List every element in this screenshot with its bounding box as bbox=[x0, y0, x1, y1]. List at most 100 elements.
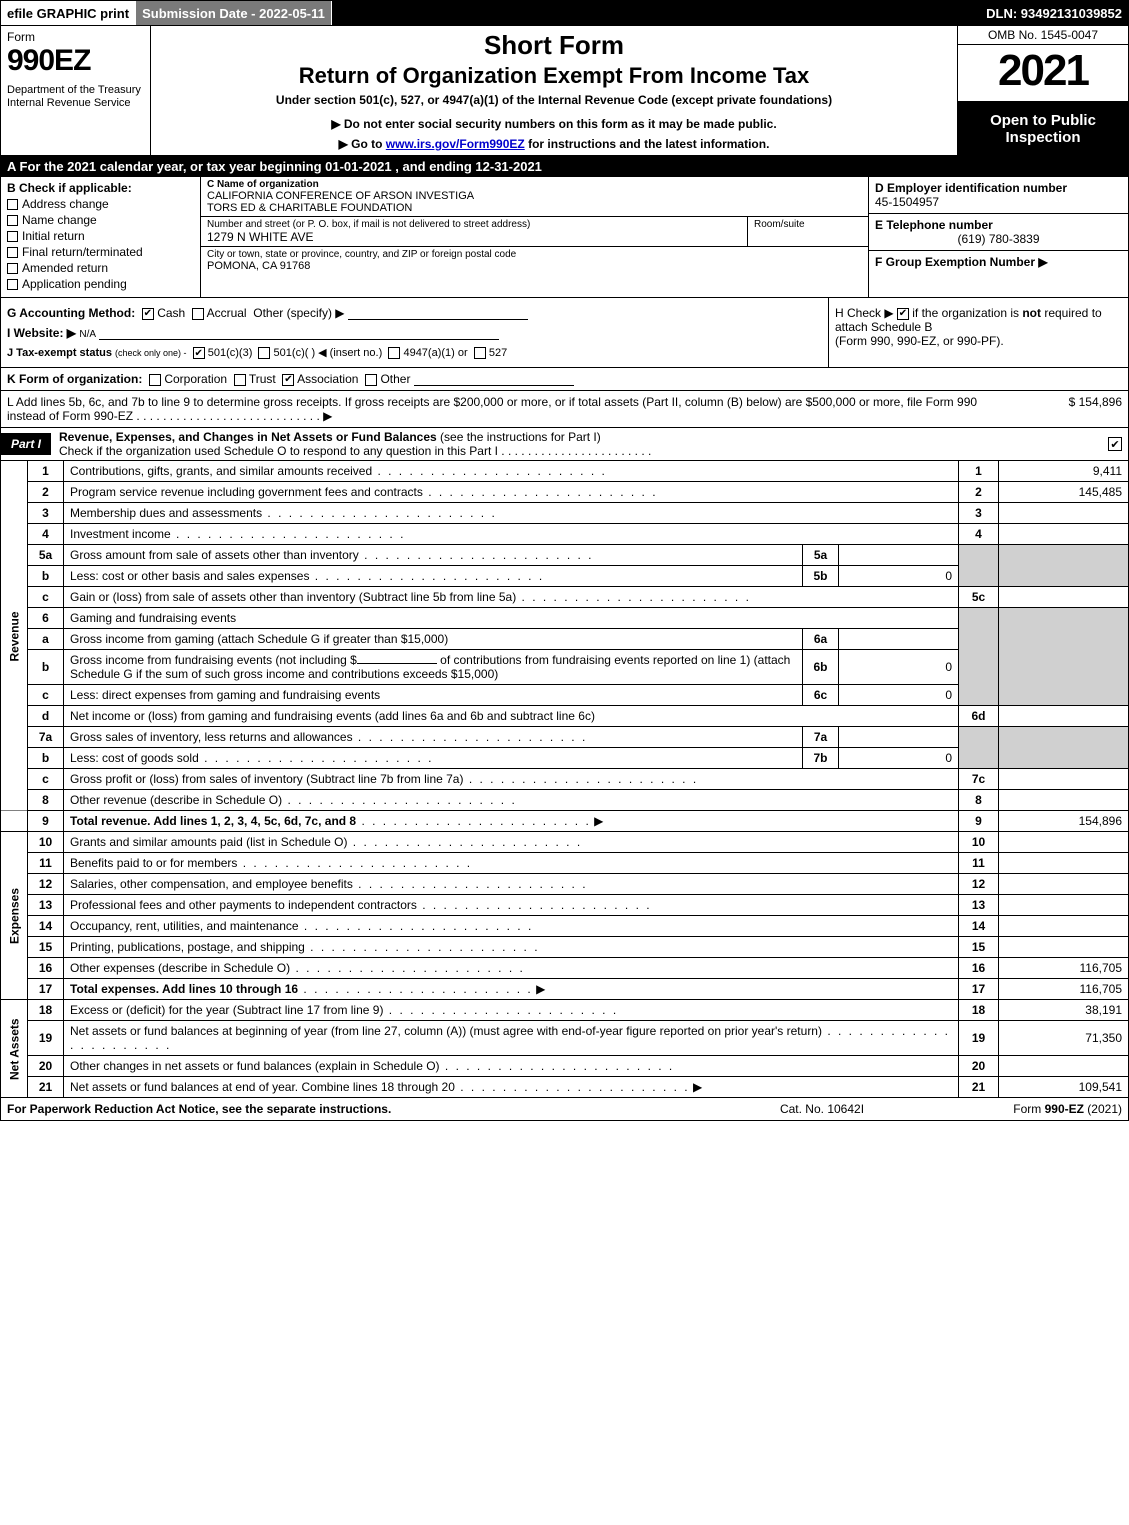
section-d: D Employer identification number 45-1504… bbox=[869, 177, 1128, 214]
line-12: 12 Salaries, other compensation, and emp… bbox=[1, 874, 1129, 895]
chk-association[interactable] bbox=[282, 374, 294, 386]
h-text1: H Check ▶ bbox=[835, 306, 897, 320]
street-value: 1279 N WHITE AVE bbox=[207, 230, 741, 244]
amt-20 bbox=[999, 1056, 1129, 1077]
chk-application-pending[interactable]: Application pending bbox=[7, 277, 194, 291]
lines-table: Revenue 1 Contributions, gifts, grants, … bbox=[0, 461, 1129, 1098]
chk-trust[interactable] bbox=[234, 374, 246, 386]
amt-13 bbox=[999, 895, 1129, 916]
street-row: Number and street (or P. O. box, if mail… bbox=[201, 217, 868, 247]
inner-6c: 0 bbox=[839, 685, 959, 706]
line-3: 3 Membership dues and assessments 3 bbox=[1, 503, 1129, 524]
chk-initial-return[interactable]: Initial return bbox=[7, 229, 194, 243]
phone-label: E Telephone number bbox=[875, 218, 1122, 232]
j-label: J Tax-exempt status bbox=[7, 347, 112, 359]
sub3-pre: ▶ Go to bbox=[339, 137, 386, 151]
chk-address-change[interactable]: Address change bbox=[7, 197, 194, 211]
chk-other-org[interactable] bbox=[365, 374, 377, 386]
amt-10 bbox=[999, 832, 1129, 853]
checkbox-icon bbox=[7, 231, 18, 242]
k-label: K Form of organization: bbox=[7, 372, 142, 386]
inner-6b: 0 bbox=[839, 650, 959, 685]
h-not: not bbox=[1022, 306, 1041, 320]
chk-schedule-o[interactable] bbox=[1108, 437, 1122, 451]
inner-7b: 0 bbox=[839, 748, 959, 769]
line-5c: c Gain or (loss) from sale of assets oth… bbox=[1, 587, 1129, 608]
line-5a: 5a Gross amount from sale of assets othe… bbox=[1, 545, 1129, 566]
revenue-side-label: Revenue bbox=[1, 461, 28, 811]
chk-corporation[interactable] bbox=[149, 374, 161, 386]
header-right: OMB No. 1545-0047 2021 Open to Public In… bbox=[958, 26, 1128, 155]
cat-number: Cat. No. 10642I bbox=[722, 1102, 922, 1116]
section-h: H Check ▶ if the organization is not req… bbox=[828, 298, 1128, 367]
chk-cash[interactable] bbox=[142, 308, 154, 320]
amt-14 bbox=[999, 916, 1129, 937]
line-6: 6 Gaming and fundraising events bbox=[1, 608, 1129, 629]
amt-7c bbox=[999, 769, 1129, 790]
chk-amended-return[interactable]: Amended return bbox=[7, 261, 194, 275]
short-form-title: Short Form bbox=[157, 30, 951, 61]
org-name-1: CALIFORNIA CONFERENCE OF ARSON INVESTIGA bbox=[207, 190, 862, 202]
section-j: J Tax-exempt status (check only one) - 5… bbox=[7, 346, 822, 359]
amt-21: 109,541 bbox=[999, 1077, 1129, 1098]
inner-5a bbox=[839, 545, 959, 566]
org-name-block: C Name of organization CALIFORNIA CONFER… bbox=[201, 177, 868, 217]
amt-12 bbox=[999, 874, 1129, 895]
chk-name-change[interactable]: Name change bbox=[7, 213, 194, 227]
section-g: G Accounting Method: Cash Accrual Other … bbox=[7, 306, 822, 320]
street-block: Number and street (or P. O. box, if mail… bbox=[201, 217, 748, 246]
chk-schedule-b[interactable] bbox=[897, 308, 909, 320]
info-grid: B Check if applicable: Address change Na… bbox=[0, 177, 1129, 298]
omb-number: OMB No. 1545-0047 bbox=[958, 26, 1128, 45]
instructions-link: ▶ Go to www.irs.gov/Form990EZ for instru… bbox=[157, 137, 951, 151]
line-7a: 7a Gross sales of inventory, less return… bbox=[1, 727, 1129, 748]
efile-graphic-print[interactable]: efile GRAPHIC print bbox=[1, 1, 136, 25]
amt-1: 9,411 bbox=[999, 461, 1129, 482]
chk-501c3[interactable] bbox=[193, 347, 205, 359]
netassets-side-label: Net Assets bbox=[1, 1000, 28, 1098]
main-title: Return of Organization Exempt From Incom… bbox=[157, 63, 951, 89]
chk-527[interactable] bbox=[474, 347, 486, 359]
paperwork-notice: For Paperwork Reduction Act Notice, see … bbox=[7, 1102, 722, 1116]
line-15: 15 Printing, publications, postage, and … bbox=[1, 937, 1129, 958]
chk-4947[interactable] bbox=[388, 347, 400, 359]
submission-date: Submission Date - 2022-05-11 bbox=[136, 1, 332, 25]
line-9: 9 Total revenue. Add lines 1, 2, 3, 4, 5… bbox=[1, 811, 1129, 832]
line-18: Net Assets 18 Excess or (deficit) for th… bbox=[1, 1000, 1129, 1021]
part-1-tag: Part I bbox=[1, 433, 51, 455]
form-label: Form bbox=[7, 30, 144, 44]
expenses-side-label: Expenses bbox=[1, 832, 28, 1000]
chk-501c[interactable] bbox=[258, 347, 270, 359]
i-label: I Website: ▶ bbox=[7, 326, 76, 340]
g-label: G Accounting Method: bbox=[7, 306, 135, 320]
irs-link[interactable]: www.irs.gov/Form990EZ bbox=[386, 137, 525, 151]
amt-8 bbox=[999, 790, 1129, 811]
amt-19: 71,350 bbox=[999, 1021, 1129, 1056]
part-1-desc: Revenue, Expenses, and Changes in Net As… bbox=[51, 428, 1108, 460]
chk-accrual[interactable] bbox=[192, 308, 204, 320]
website-value: N/A bbox=[79, 329, 96, 340]
tax-year: 2021 bbox=[958, 45, 1128, 102]
phone-value: (619) 780-3839 bbox=[875, 232, 1122, 246]
line-16: 16 Other expenses (describe in Schedule … bbox=[1, 958, 1129, 979]
h-text2: if the organization is bbox=[912, 306, 1022, 320]
sub3-post: for instructions and the latest informat… bbox=[525, 137, 770, 151]
line-14: 14 Occupancy, rent, utilities, and maint… bbox=[1, 916, 1129, 937]
amt-17: 116,705 bbox=[999, 979, 1129, 1000]
room-block: Room/suite bbox=[748, 217, 868, 246]
ein-label: D Employer identification number bbox=[875, 181, 1122, 195]
section-k: K Form of organization: Corporation Trus… bbox=[0, 368, 1129, 391]
chk-final-return[interactable]: Final return/terminated bbox=[7, 245, 194, 259]
line-8: 8 Other revenue (describe in Schedule O)… bbox=[1, 790, 1129, 811]
line-20: 20 Other changes in net assets or fund b… bbox=[1, 1056, 1129, 1077]
group-exemption-label: F Group Exemption Number ▶ bbox=[875, 255, 1048, 269]
amt-15 bbox=[999, 937, 1129, 958]
section-f: F Group Exemption Number ▶ bbox=[869, 251, 1128, 297]
ein-value: 45-1504957 bbox=[875, 195, 1122, 209]
info-right: D Employer identification number 45-1504… bbox=[868, 177, 1128, 297]
form-number: 990EZ bbox=[7, 44, 144, 78]
line-21: 21 Net assets or fund balances at end of… bbox=[1, 1077, 1129, 1098]
amt-4 bbox=[999, 524, 1129, 545]
line-1: Revenue 1 Contributions, gifts, grants, … bbox=[1, 461, 1129, 482]
checkbox-icon bbox=[7, 279, 18, 290]
